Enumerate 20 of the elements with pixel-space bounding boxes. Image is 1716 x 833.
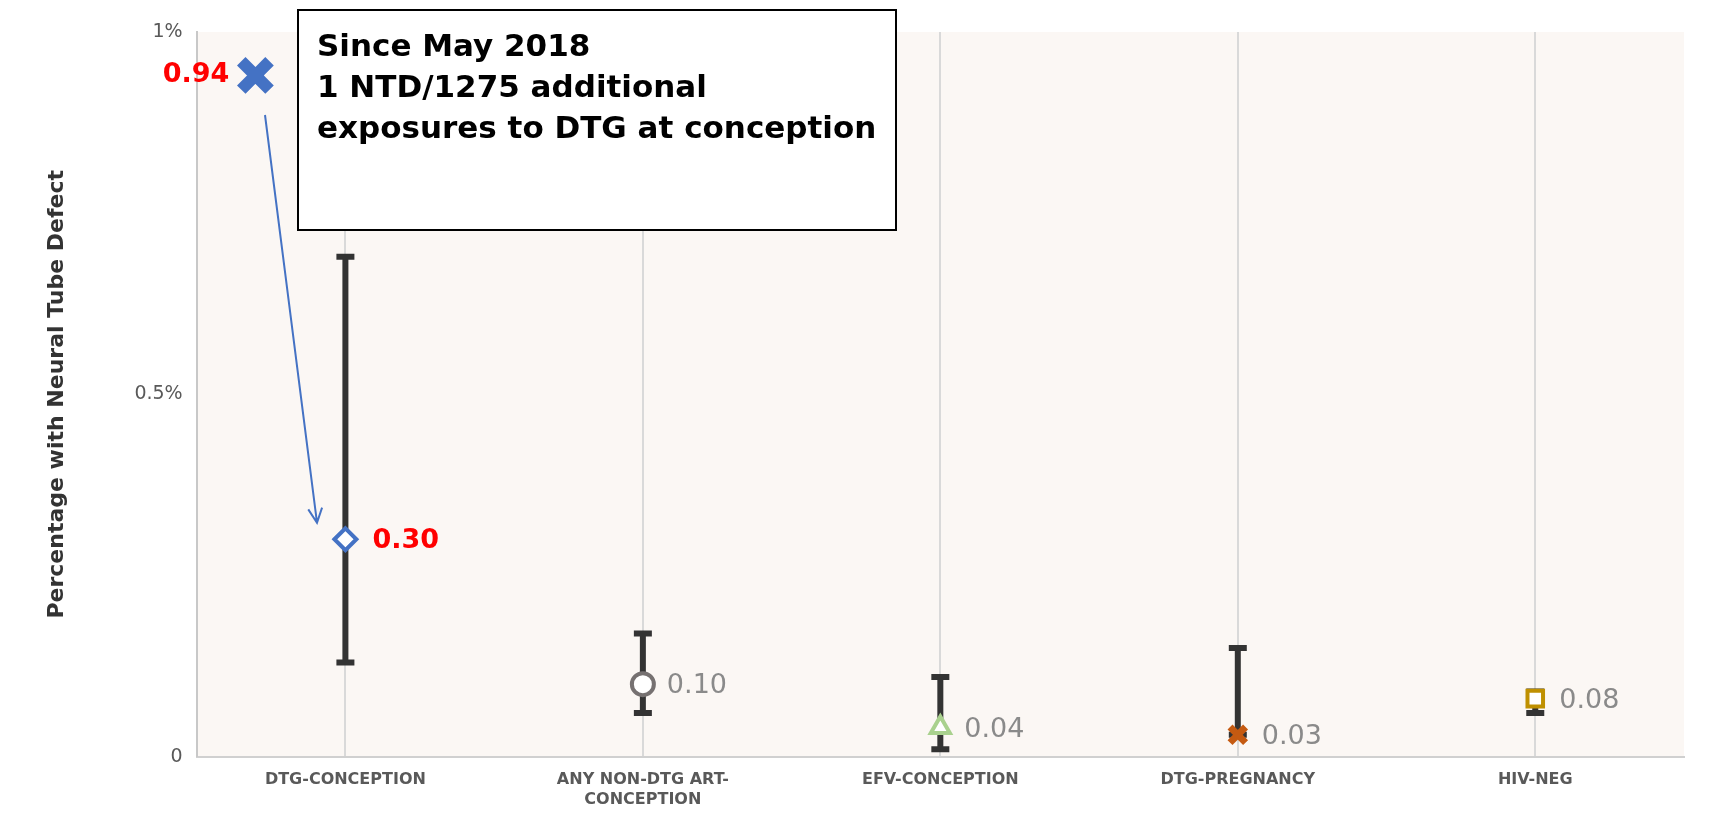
point (332, 526, 359, 553)
data-label: 0.03 (1261, 718, 1322, 750)
x-tick-label: EFV-CONCEPTION (861, 769, 1019, 789)
data-label: 0.94 (162, 57, 230, 89)
callout-box: Since May 2018 1 NTD/1275 additional exposures to DTG at conception (297, 9, 897, 231)
x-tick-label: HIV-NEG (1497, 769, 1573, 789)
point (629, 671, 656, 698)
x-tick-label: DTG-CONCEPTION (264, 769, 426, 789)
data-label: 0.10 (666, 668, 727, 700)
data-label: 0.04 (964, 711, 1025, 743)
y-axis-title: Percentage with Neural Tube Defect (42, 169, 68, 619)
y-tick-label: 0 (170, 743, 183, 766)
data-label: 0.08 (1559, 682, 1620, 714)
point (1525, 688, 1546, 709)
y-tick-label: 0.5% (134, 381, 183, 404)
y-tick-label: 1% (152, 18, 183, 41)
x-tick-label: ANY NON-DTG ART-CONCEPTION (556, 769, 729, 808)
data-label: 0.30 (372, 523, 440, 555)
x-tick-label: DTG-PREGNANCY (1160, 769, 1316, 789)
point (1226, 723, 1250, 747)
